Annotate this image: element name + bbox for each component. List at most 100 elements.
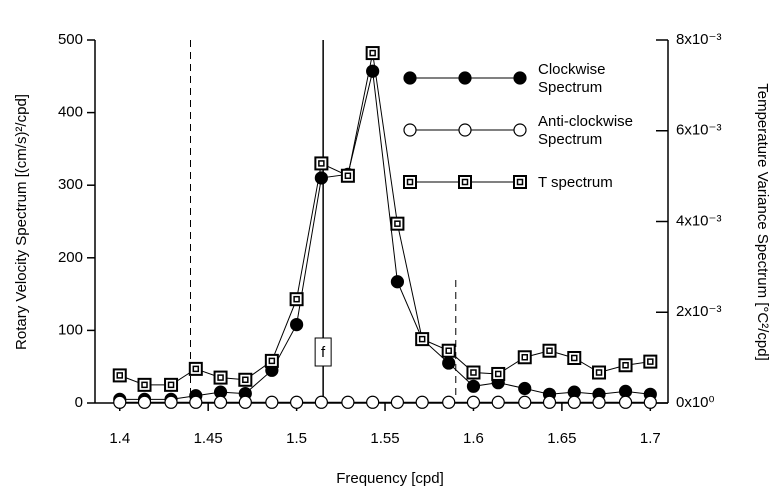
marker-outer (390, 216, 405, 231)
marker-inner (344, 172, 352, 180)
marker-inner (217, 374, 224, 381)
y-tick-label: 300 (58, 176, 83, 193)
marker (513, 175, 527, 189)
y2-tick-label: 4x10⁻³ (676, 212, 721, 229)
x-tick-label: 1.6 (463, 430, 484, 447)
marker (264, 353, 279, 368)
marker-inner (268, 357, 276, 365)
marker (518, 381, 532, 396)
marker-outer (567, 350, 582, 365)
marker (290, 395, 304, 409)
marker (618, 358, 633, 373)
marker (441, 343, 456, 358)
x-tick-label: 1.5 (286, 430, 307, 447)
marker-inner (167, 381, 175, 389)
y-tick-label: 100 (58, 321, 83, 338)
marker (415, 332, 430, 347)
y-tick-label: 0 (75, 394, 83, 411)
x-tick-label: 1.45 (194, 430, 223, 447)
marker (513, 123, 527, 137)
marker (567, 395, 581, 409)
marker-inner (418, 335, 426, 343)
y-axis-title: Rotary Velocity Spectrum [(cm/s)²/cpd] (13, 94, 30, 350)
marker (213, 395, 228, 409)
y-tick-label: 500 (58, 31, 83, 48)
marker (415, 395, 429, 409)
annotation-label: f (321, 344, 326, 361)
marker (403, 123, 417, 137)
marker (592, 395, 606, 409)
x-tick-label: 1.65 (547, 430, 576, 447)
marker-inner (521, 354, 528, 361)
marker-inner (445, 347, 452, 354)
marker-outer (618, 358, 633, 373)
marker (164, 377, 179, 392)
marker-inner (622, 361, 629, 369)
marker-inner (571, 354, 578, 362)
marker (137, 377, 152, 392)
marker-outer (441, 343, 456, 358)
legend-label: T spectrum (538, 174, 613, 191)
marker (238, 395, 252, 409)
y2-tick-label: 0x10⁰ (676, 394, 715, 411)
marker-outer (517, 350, 532, 365)
marker (188, 361, 203, 376)
x-tick-label: 1.4 (109, 430, 130, 447)
legend-label-line: Spectrum (538, 79, 602, 96)
marker (517, 350, 532, 365)
marker (542, 395, 557, 409)
marker (643, 354, 658, 369)
marker (442, 356, 456, 370)
marker (366, 64, 380, 78)
marker-outer (188, 361, 203, 376)
legend-label: Clockwise Spectrum (538, 61, 610, 96)
marker (314, 395, 328, 409)
marker-inner (647, 358, 654, 365)
marker-outer (365, 46, 380, 61)
x-axis-title: Frequency [cpd] (336, 470, 444, 487)
marker-inner (293, 295, 300, 303)
marker-outer (314, 156, 329, 171)
legend-label-line: Clockwise (538, 61, 610, 78)
marker (137, 395, 152, 409)
marker (164, 395, 178, 409)
marker-outer (112, 368, 127, 383)
marker (289, 292, 304, 307)
marker (442, 395, 456, 409)
marker (592, 365, 607, 380)
marker (518, 395, 532, 409)
marker-inner (470, 369, 477, 376)
legend-label-line: Anti-clockwise (538, 113, 637, 130)
marker (403, 175, 417, 189)
marker (189, 395, 203, 409)
marker (466, 365, 481, 380)
marker-inner (192, 365, 200, 373)
marker-outer (643, 354, 658, 369)
marker (513, 71, 527, 85)
marker (403, 71, 417, 85)
marker (366, 395, 380, 409)
marker (390, 216, 405, 231)
x-tick-label: 1.7 (640, 430, 661, 447)
marker-inner (595, 369, 603, 376)
marker (238, 372, 253, 387)
marker-inner (546, 347, 553, 354)
legend-label: Anti-clockwise Spectrum (538, 113, 637, 148)
marker-outer (542, 343, 557, 358)
marker (458, 175, 472, 189)
marker (340, 168, 355, 183)
annotation-box (314, 337, 332, 367)
marker-outer (238, 372, 253, 387)
marker-outer (213, 370, 228, 385)
marker (365, 46, 380, 61)
marker (265, 395, 279, 409)
marker (466, 395, 481, 409)
marker (491, 395, 505, 409)
marker-inner (494, 370, 502, 378)
marker-inner (516, 178, 524, 186)
marker (567, 350, 582, 365)
marker (314, 171, 328, 185)
y-tick-label: 400 (58, 104, 83, 121)
marker-outer (164, 377, 179, 392)
marker-outer (340, 168, 355, 183)
